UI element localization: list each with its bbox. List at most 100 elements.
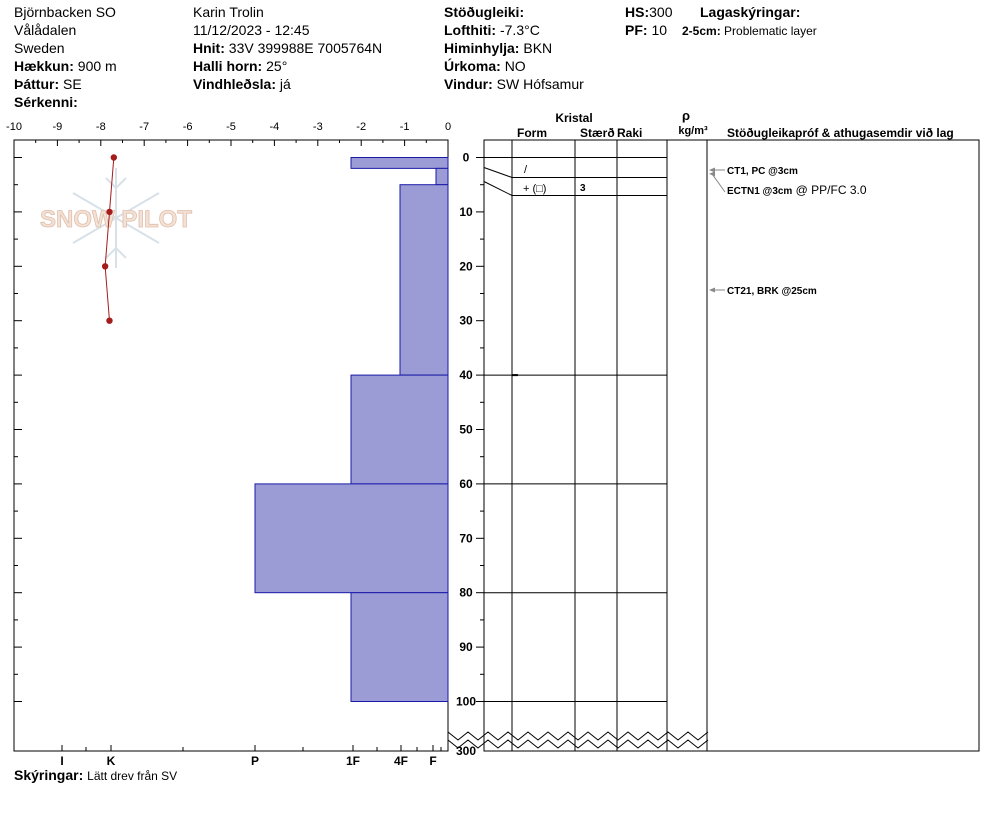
hardness-tick-label: 1F — [346, 754, 360, 768]
precip-row: Úrkoma: NO — [444, 57, 584, 75]
notes-value: Lätt drev från SV — [87, 769, 178, 783]
snowpilot-watermark: SNOW PILOT — [40, 168, 193, 268]
temp-tick-label: -7 — [139, 121, 149, 133]
slope-row: Halli horn: 25° — [193, 57, 382, 75]
stability-row: Stöðugleiki: — [444, 3, 584, 21]
kristal-header: Kristal — [555, 111, 592, 125]
watermark-text: SNOW PILOT — [40, 206, 192, 233]
form-header: Form — [517, 126, 547, 140]
observation-datetime: 11/12/2023 - 12:45 — [193, 22, 310, 38]
elevation-value: 900 m — [77, 58, 117, 74]
rho-header: ρ — [682, 108, 690, 123]
test-label: CT1, PC @3cm — [727, 166, 798, 177]
hs-label: HS: — [625, 4, 650, 20]
temp-profile-line — [104, 157, 115, 321]
test-arrow-head — [709, 167, 715, 173]
legend-text: Problematic layer — [724, 24, 817, 38]
observer-name: Karin Trolin — [193, 4, 264, 20]
wind-row: Vindur: SW Hófsamur — [444, 75, 584, 93]
features-row: Sérkenni: — [14, 93, 117, 111]
coords-label: Hnit: — [193, 40, 225, 56]
country-name: Sweden — [14, 40, 65, 56]
temp-tick-label: -1 — [400, 121, 410, 133]
snowflake-icon — [72, 168, 160, 268]
elevation-row: Hækkun: 900 m — [14, 57, 117, 75]
layer-connector — [483, 181, 513, 196]
density-unit-header: kg/m³ — [678, 125, 708, 137]
sky-label: Himinhylja: — [444, 40, 520, 56]
hardness-layer-bar — [350, 157, 449, 169]
depth-break-lower — [447, 739, 709, 749]
depth-tick-label: 70 — [459, 531, 473, 545]
temp-point — [106, 317, 113, 324]
legend-title: Lagaskýringar: — [700, 3, 800, 21]
stability-tests: CT1, PC @3cm ECTN1 @3cm @ PP/FC 3.0 CT21, … — [709, 166, 867, 297]
depth-tick-label: 40 — [459, 368, 473, 382]
pf-value: 10 — [651, 22, 668, 38]
windload-row: Vindhleðsla: já — [193, 75, 382, 93]
pf-row: PF: 10 — [625, 21, 672, 39]
hardness-tick-label: I — [60, 754, 63, 768]
hs-value: 300 — [649, 4, 673, 20]
hs-row: HS:300 — [625, 3, 672, 21]
hardness-tick-label: F — [429, 754, 436, 768]
hardness-layer-bar — [254, 483, 449, 594]
test-extra: @ PP/FC 3.0 — [792, 183, 867, 197]
depth-tick-label: 0 — [463, 151, 470, 165]
temperature-profile — [101, 154, 118, 324]
depth-break-upper — [447, 731, 709, 741]
legend-range: 2-5cm: — [682, 24, 721, 38]
coords-value: 33V 399988E 7005764N — [228, 40, 383, 56]
precip-value: NO — [504, 58, 526, 74]
slope-label: Halli horn: — [193, 58, 263, 74]
hardness-layer-bar — [435, 167, 449, 186]
depth-tick-label: 60 — [459, 477, 473, 491]
layer-connector — [483, 167, 513, 178]
temp-point — [110, 154, 118, 161]
depth-tick-label: 100 — [456, 695, 476, 709]
airtemp-row: Lofthiti: -7.3°C — [444, 21, 584, 39]
temp-tick-label: -8 — [96, 121, 106, 133]
depth-tick-label: 10 — [459, 205, 473, 219]
temp-tick-label: -6 — [183, 121, 193, 133]
header-col2: Karin Trolin 11/12/2023 - 12:45 Hnit: 33… — [193, 3, 382, 93]
header-col4: HS:300 PF: 10 — [625, 3, 672, 39]
temp-point — [106, 208, 113, 216]
header-col3: Stöðugleiki: Lofthiti: -7.3°C Himinhylja… — [444, 3, 584, 93]
hardness-layer-bar — [350, 592, 449, 703]
test-arrow-head — [709, 287, 715, 293]
region-name: Vålådalen — [14, 22, 77, 38]
test-leader-line — [711, 173, 726, 193]
header-col1: Björnbacken SO Vålådalen Sweden Hækkun: … — [14, 3, 117, 111]
depth-tick-label: 80 — [459, 586, 473, 600]
hardness-axis: I K P 1F 4F F — [60, 745, 442, 768]
test-arrow-head — [709, 171, 715, 177]
depth-tick-label: 20 — [459, 259, 473, 273]
aspect-label: Þáttur: — [14, 76, 60, 92]
layer-form-symbol: + (□) — [523, 183, 546, 195]
aspect-value: SE — [63, 76, 82, 92]
layer-size-value: 3 — [580, 183, 586, 194]
temp-tick-label: -2 — [356, 121, 366, 133]
tests-header: Stöðugleikapróf & athugasemdir við lag — [727, 126, 954, 140]
footer-notes: Skýringar: Lätt drev från SV — [14, 766, 177, 785]
windload-value: já — [279, 76, 291, 92]
hardness-layer-bar — [350, 374, 449, 485]
hardness-tick-label: P — [251, 754, 259, 768]
temp-point — [101, 263, 109, 270]
depth-tick-label: 30 — [459, 314, 473, 328]
depth-tick-label: 50 — [459, 423, 473, 437]
grain-layer-rows — [483, 157, 667, 702]
test-label: ECTN1 @3cm @ PP/FC 3.0 — [727, 183, 867, 197]
legend-entry: 2-5cm: Problematic layer — [682, 22, 817, 40]
location-name: Björnbacken SO — [14, 4, 116, 20]
wind-value: SW Hófsamur — [496, 76, 584, 92]
coords-row: Hnit: 33V 399988E 7005764N — [193, 39, 382, 57]
legend-label: Lagaskýringar: — [700, 4, 801, 20]
temp-tick-label: -4 — [270, 121, 280, 133]
pf-label: PF: — [625, 22, 648, 38]
hardness-tick-label: 4F — [394, 754, 408, 768]
features-label: Sérkenni: — [14, 94, 78, 110]
sky-value: BKN — [523, 40, 553, 56]
